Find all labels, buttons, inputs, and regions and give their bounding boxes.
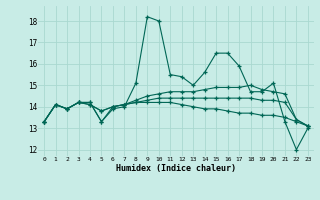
X-axis label: Humidex (Indice chaleur): Humidex (Indice chaleur) [116, 164, 236, 173]
